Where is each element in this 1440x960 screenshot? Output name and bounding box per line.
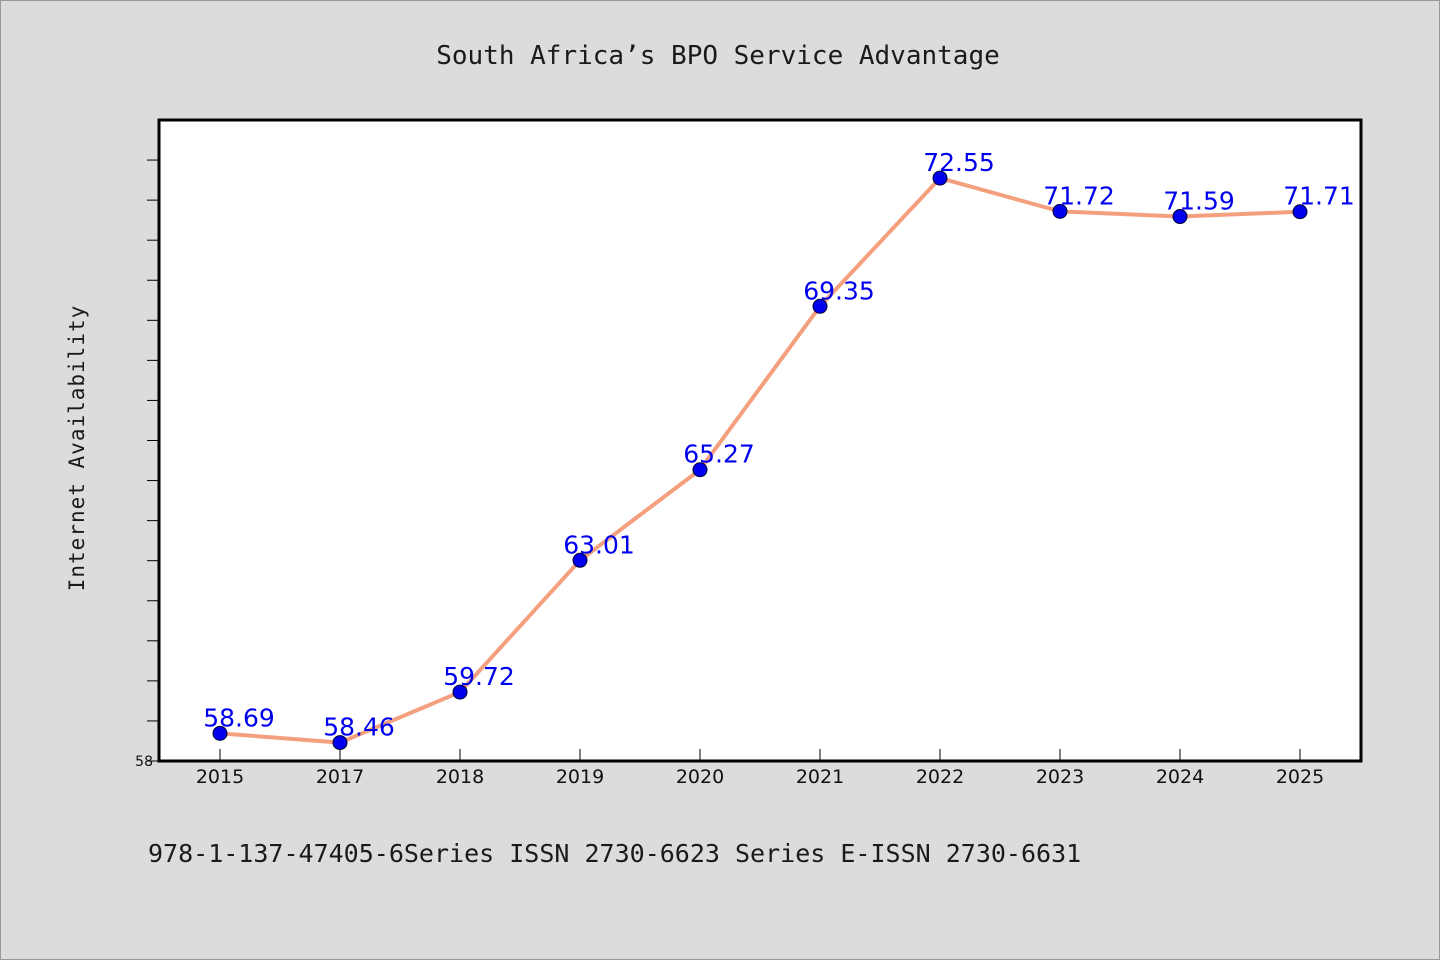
data-label: 71.59 bbox=[1163, 187, 1235, 216]
data-labels: 58.69 58.46 59.72 63.01 65.27 69.35 72.55 71.72… bbox=[203, 148, 1355, 741]
x-tick-label: 2018 bbox=[436, 766, 484, 788]
data-label: 65.27 bbox=[683, 440, 755, 469]
series-line-group bbox=[218, 176, 1302, 745]
data-label: 58.69 bbox=[203, 703, 275, 732]
plot-area bbox=[157, 118, 1363, 763]
x-tick-label: 2024 bbox=[1156, 766, 1204, 788]
footer-text: 978-1-137-47405-6Series ISSN 2730-6623 S… bbox=[148, 839, 1081, 868]
data-label: 72.55 bbox=[923, 148, 995, 177]
data-point-marker bbox=[452, 684, 468, 700]
series-markers bbox=[212, 170, 1308, 751]
data-point-marker bbox=[212, 725, 228, 741]
y-axis-ticks: 58 bbox=[135, 159, 159, 770]
data-point-marker bbox=[812, 298, 828, 314]
data-point-marker bbox=[1052, 203, 1068, 219]
data-point-marker bbox=[1172, 209, 1188, 225]
data-label: 69.35 bbox=[803, 276, 875, 305]
series-line bbox=[218, 176, 1302, 745]
data-label: 58.46 bbox=[323, 713, 395, 742]
x-tick-label: 2017 bbox=[316, 766, 364, 788]
x-tick-label: 2025 bbox=[1276, 766, 1324, 788]
x-tick-label: 2022 bbox=[916, 766, 964, 788]
y-tick-label: 58 bbox=[135, 754, 153, 770]
data-label: 71.72 bbox=[1043, 181, 1115, 210]
x-tick-label: 2023 bbox=[1036, 766, 1084, 788]
x-tick-label: 2019 bbox=[556, 766, 604, 788]
x-tick-label: 2020 bbox=[676, 766, 724, 788]
data-point-marker bbox=[572, 552, 588, 568]
y-axis-label: Internet Availability bbox=[65, 305, 89, 592]
data-label: 71.71 bbox=[1283, 182, 1355, 211]
x-tick-label: 2015 bbox=[196, 766, 244, 788]
x-axis-ticks: 2015 2017 2018 2019 2020 2021 2022 2023 2024 2025 bbox=[196, 749, 1324, 788]
data-point-marker bbox=[332, 735, 348, 751]
data-point-marker bbox=[932, 170, 948, 186]
data-point-marker bbox=[692, 462, 708, 478]
x-tick-label: 2021 bbox=[796, 766, 844, 788]
data-label: 63.01 bbox=[563, 530, 635, 559]
chart-title: South Africa’s BPO Service Advantage bbox=[436, 41, 1000, 71]
data-label: 59.72 bbox=[443, 662, 515, 691]
data-point-marker bbox=[1292, 204, 1308, 220]
